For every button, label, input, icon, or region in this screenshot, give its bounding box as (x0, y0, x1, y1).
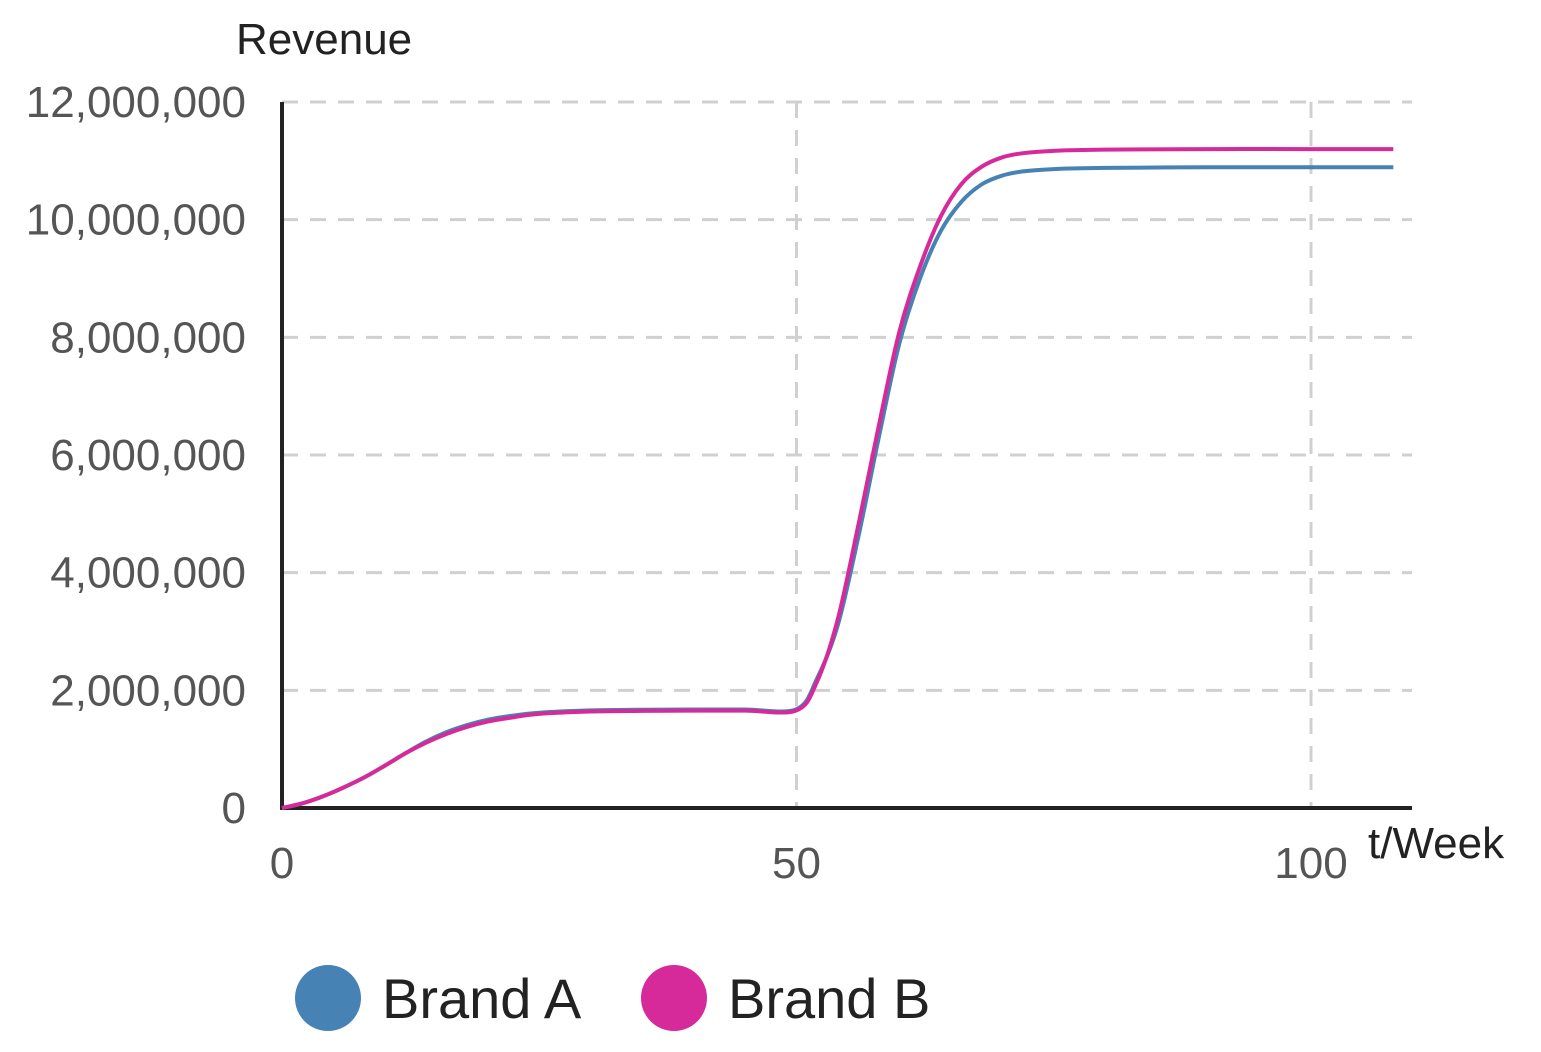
legend-label-brand-b: Brand B (728, 967, 930, 1030)
grid-layer (282, 100, 1412, 808)
series-line-brand-a (281, 165, 1394, 810)
legend-label-brand-a: Brand A (382, 967, 582, 1030)
legend-swatch-brand-b (641, 965, 707, 1031)
y-tick-label: 0 (222, 784, 246, 833)
y-axis-title: Revenue (236, 15, 412, 64)
series-layer (281, 147, 1394, 810)
legend-swatch-brand-a (295, 965, 361, 1031)
x-tick-label: 50 (772, 839, 821, 888)
label-layer: Revenue t/Week 0 2,000,000 4,000,000 6,000,… (26, 15, 1505, 888)
x-tick-label: 100 (1274, 839, 1347, 888)
x-tick-label: 0 (270, 839, 294, 888)
y-tick-label: 2,000,000 (50, 666, 246, 715)
y-tick-label: 10,000,000 (26, 196, 246, 245)
legend: Brand A Brand B (295, 965, 930, 1031)
axis-layer (280, 102, 1412, 810)
y-tick-label: 6,000,000 (50, 431, 246, 480)
y-tick-label: 4,000,000 (50, 549, 246, 598)
y-tick-label: 8,000,000 (50, 313, 246, 362)
y-tick-label: 12,000,000 (26, 78, 246, 127)
x-axis-title: t/Week (1368, 819, 1505, 868)
series-line-brand-b (281, 147, 1394, 810)
